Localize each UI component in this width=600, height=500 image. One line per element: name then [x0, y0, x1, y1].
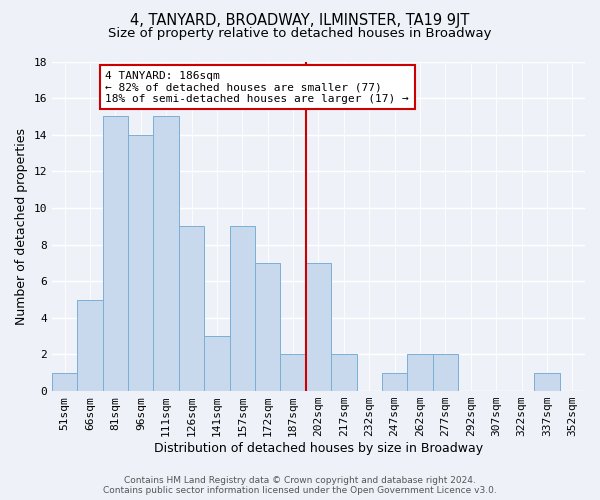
Bar [128, 134, 154, 391]
Bar [255, 263, 280, 391]
Text: 4 TANYARD: 186sqm
← 82% of detached houses are smaller (77)
18% of semi-detached: 4 TANYARD: 186sqm ← 82% of detached hous… [105, 70, 409, 104]
Bar [77, 300, 103, 391]
Bar [433, 354, 458, 391]
Bar [382, 373, 407, 391]
Text: Size of property relative to detached houses in Broadway: Size of property relative to detached ho… [108, 28, 492, 40]
Bar [280, 354, 306, 391]
Y-axis label: Number of detached properties: Number of detached properties [15, 128, 28, 325]
Text: 4, TANYARD, BROADWAY, ILMINSTER, TA19 9JT: 4, TANYARD, BROADWAY, ILMINSTER, TA19 9J… [130, 12, 470, 28]
X-axis label: Distribution of detached houses by size in Broadway: Distribution of detached houses by size … [154, 442, 483, 455]
Text: Contains HM Land Registry data © Crown copyright and database right 2024.
Contai: Contains HM Land Registry data © Crown c… [103, 476, 497, 495]
Bar [331, 354, 356, 391]
Bar [179, 226, 204, 391]
Bar [407, 354, 433, 391]
Bar [103, 116, 128, 391]
Bar [52, 373, 77, 391]
Bar [204, 336, 230, 391]
Bar [154, 116, 179, 391]
Bar [230, 226, 255, 391]
Bar [534, 373, 560, 391]
Bar [306, 263, 331, 391]
